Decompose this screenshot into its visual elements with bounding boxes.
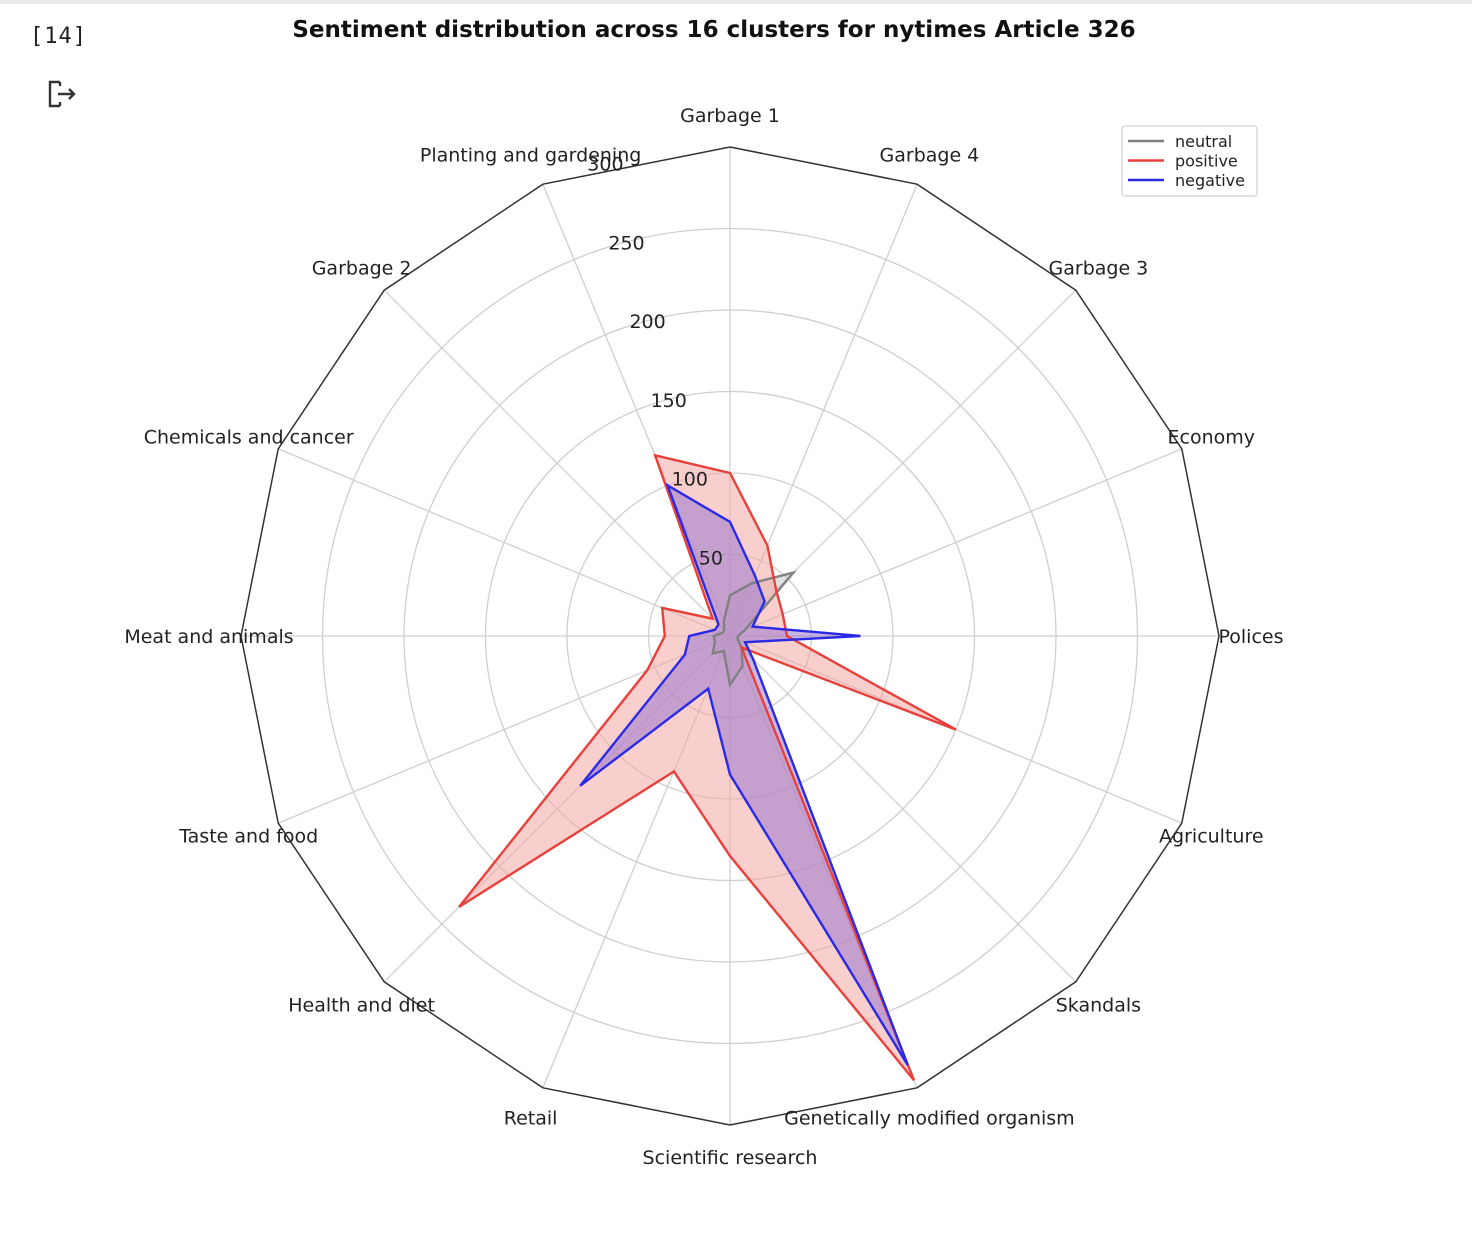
category-label: Planting and gardening [420, 145, 641, 167]
category-label: Genetically modified organism [784, 1107, 1075, 1129]
series-fill-negative [580, 485, 908, 1066]
chart-title: Sentiment distribution across 16 cluster… [292, 17, 1135, 43]
legend-box [1121, 125, 1258, 197]
category-label: Economy [1168, 427, 1256, 449]
radial-tick-50: 50 [699, 547, 723, 569]
category-label: Garbage 2 [312, 258, 412, 280]
category-label: Polices [1219, 626, 1284, 648]
radial-tick-300: 300 [587, 154, 623, 176]
category-label: Agriculture [1159, 825, 1264, 847]
grid-spoke [277, 448, 731, 637]
radial-tick-200: 200 [629, 311, 665, 333]
category-label: Health and diet [288, 994, 435, 1016]
radial-tick-250: 250 [608, 232, 644, 254]
grid-spoke [383, 289, 731, 637]
category-label: Scientific research [643, 1147, 818, 1169]
category-label: Chemicals and cancer [144, 427, 354, 449]
outer-frame [240, 146, 1220, 1126]
radial-tick-100: 100 [672, 469, 708, 491]
radial-tick-150: 150 [651, 390, 687, 412]
execution-count: [14] [30, 24, 87, 49]
category-label: Garbage 1 [680, 105, 780, 127]
radar-labels: 50 100 150 200 250 300 Garbage 1 Garbage 4 Garba… [124, 105, 1283, 1169]
category-label: Skandals [1056, 994, 1141, 1016]
grid-spoke [729, 448, 1183, 637]
category-label: Garbage 4 [880, 145, 980, 167]
category-label: Garbage 3 [1049, 258, 1149, 280]
category-label: Meat and animals [124, 626, 293, 648]
category-label: Taste and food [178, 825, 318, 847]
legend-label-negative: negative [1175, 171, 1245, 190]
grid-spoke [729, 635, 1077, 983]
series-line-negative [579, 482, 909, 1066]
category-label: Retail [504, 1107, 558, 1129]
cell-top-rule [0, 0, 1472, 4]
output-redirect-icon[interactable] [46, 78, 80, 110]
legend-label-neutral: neutral [1175, 132, 1232, 151]
radar-series [458, 453, 957, 1081]
series-line-positive [458, 453, 957, 1081]
legend-label-positive: positive [1175, 152, 1238, 171]
